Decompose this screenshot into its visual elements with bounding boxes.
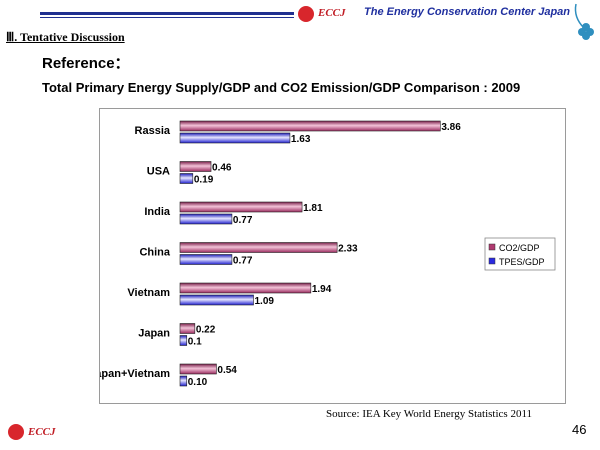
bar-tpes-rassia (179, 132, 291, 144)
data-label-co2-japan-vietnam: 0.54 (217, 365, 237, 376)
data-label-co2-india: 1.81 (303, 203, 323, 214)
bar-tpes-usa (179, 173, 194, 184)
bar-tpes-japan (179, 335, 188, 346)
bar-co2-rassia (179, 120, 441, 132)
header-rule (40, 12, 294, 15)
legend-label-co2: CO2/GDP (499, 243, 540, 253)
data-label-co2-usa: 0.46 (212, 163, 232, 174)
header-brand: ECCJ (318, 7, 346, 19)
chart-title: Total Primary Energy Supply/GDP and CO2 … (42, 80, 521, 95)
legend-label-tpes: TPES/GDP (499, 257, 545, 267)
data-label-tpes-vietnam: 1.09 (255, 296, 275, 307)
chart-frame: Rassia 3.86 1.63 USA 0.46 0.19 India 1.81 0.77 Ch… (89, 108, 566, 404)
data-label-co2-japan: 0.22 (196, 325, 216, 336)
bar-co2-india (179, 201, 303, 213)
clover-icon (574, 3, 594, 40)
data-label-co2-china: 2.33 (338, 244, 358, 255)
category-label-china: China (139, 247, 170, 259)
bar-chart: Rassia 3.86 1.63 USA 0.460.19 India 1.81 0.77 Ch… (89, 120, 556, 388)
eccj-logo-icon-footer (8, 424, 24, 440)
chart-legend: CO2/GDP TPES/GDP (484, 237, 556, 271)
eccj-logo-icon (298, 6, 314, 22)
data-label-tpes-usa: 0.19 (194, 175, 214, 186)
bar-co2-usa (179, 161, 212, 172)
source-note: Source: IEA Key World Energy Statistics … (326, 408, 533, 420)
reference-label: Reference： (42, 55, 130, 72)
header-rule-thin (40, 17, 294, 18)
bar-co2-japan (179, 323, 196, 334)
bar-tpes-india (179, 213, 233, 225)
category-label-rassia: Rassia (135, 125, 171, 137)
category-label-vietnam: Vietnam (127, 287, 170, 299)
organization-name: The Energy Conservation Center Japan (364, 6, 570, 18)
footer-brand: ECCJ (28, 426, 56, 438)
bar-co2-vietnam (179, 282, 312, 294)
data-label-tpes-china: 0.77 (233, 256, 253, 267)
bar-co2-japan-vietnam (179, 363, 217, 375)
page-number: 46 (572, 422, 587, 437)
data-label-tpes-japan-vietnam: 0.10 (188, 377, 208, 388)
category-label-japan-vietnam: Japan+Vietnam (100, 368, 170, 380)
bar-tpes-japan-vietnam (179, 375, 188, 387)
legend-swatch-co2 (488, 243, 496, 251)
category-label-usa: USA (147, 166, 170, 178)
data-label-tpes-india: 0.77 (233, 215, 253, 226)
category-label-japan: Japan (138, 328, 170, 340)
bar-tpes-vietnam (179, 294, 254, 306)
bar-co2-china (179, 242, 338, 253)
data-label-co2-rassia: 3.86 (441, 122, 461, 133)
data-label-co2-vietnam: 1.94 (312, 284, 332, 295)
section-title: Ⅲ. Tentative Discussion (6, 30, 125, 44)
data-label-tpes-rassia: 1.63 (291, 134, 311, 145)
data-label-tpes-japan: 0.1 (188, 337, 202, 348)
legend-swatch-tpes (488, 257, 496, 265)
bar-tpes-china (179, 254, 233, 265)
category-label-india: India (144, 206, 171, 218)
